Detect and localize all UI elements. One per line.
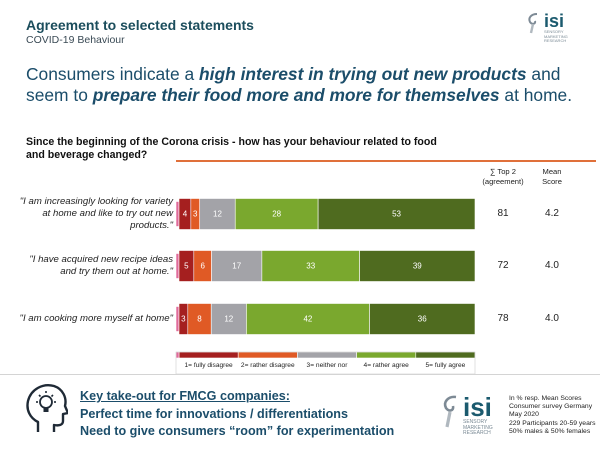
logo-swirl-icon — [528, 13, 538, 34]
headline-part-3: at home. — [499, 85, 573, 105]
top2-column-header: ∑ Top 2 (agreement) — [476, 167, 530, 186]
bar-segment — [261, 250, 360, 282]
mean-column-header: Mean Score — [532, 167, 572, 186]
bar-value-label: 36 — [418, 315, 427, 324]
key-takeaway: Key take-out for FMCG companies: Perfect… — [80, 388, 394, 441]
bar-segment — [246, 303, 370, 335]
legend-swatch — [297, 351, 357, 359]
mean-value: 4.0 — [545, 260, 559, 271]
headline-part-2: and seem to — [26, 64, 561, 105]
footnote-line-5: 50% males & 50% females — [509, 427, 591, 435]
row-label-line: "I am increasingly looking for variety — [19, 196, 173, 207]
logo-swirl-icon — [443, 395, 457, 428]
top2-header-line-1: ∑ Top 2 — [490, 167, 516, 176]
top2-value: 81 — [497, 208, 509, 219]
bar-segment — [317, 198, 476, 230]
bar-value-label: 17 — [232, 262, 241, 271]
row-label-line: "I am cooking more myself at home" — [19, 313, 173, 324]
headline-part-1: Consumers indicate a — [26, 64, 200, 84]
logo-tag-3: RESEARCH — [463, 430, 491, 437]
logo-tag-1: SENSORY — [544, 29, 564, 34]
row-edge-marker — [175, 201, 180, 227]
top2-value: 72 — [497, 260, 509, 271]
legend-swatch — [356, 351, 417, 359]
bar-segment — [359, 250, 476, 282]
idea-head-icon — [26, 384, 68, 432]
top2-header-line-2: (agreement) — [482, 176, 524, 186]
bar-value-label: 42 — [303, 315, 312, 324]
legend-label: 4= rather agree — [363, 362, 409, 369]
bar-value-label: 53 — [392, 210, 401, 219]
bar-value-label: 8 — [197, 315, 202, 324]
legend-edge-marker — [175, 351, 180, 359]
legend-swatch — [415, 351, 476, 359]
row-edge-marker — [175, 253, 180, 279]
isi-logo-bottom: isi SENSORY MARKETING RESEARCH — [440, 394, 493, 437]
logo-brand: isi — [544, 11, 565, 31]
bar-value-label: 4 — [183, 210, 188, 219]
bar-value-label: 5 — [184, 262, 189, 271]
section-divider — [0, 374, 600, 375]
bar-value-label: 6 — [200, 262, 205, 271]
bar-value-label: 3 — [181, 315, 186, 324]
isi-logo-top: isi SENSORY MARKETING RESEARCH — [525, 12, 568, 44]
row-label-line: "I have acquired new recipe ideas — [29, 254, 173, 265]
takeaway-line-2: Need to give consumers “room” for experi… — [80, 424, 395, 438]
legend-label: 3= neither nor — [306, 362, 348, 369]
bar-value-label: 3 — [193, 210, 198, 219]
bar-value-label: 39 — [413, 262, 422, 271]
headline-emphasis-2: prepare their food more and more for the… — [92, 85, 500, 105]
bar-segment — [210, 303, 247, 335]
top2-value: 78 — [497, 313, 509, 324]
legend-swatch — [237, 351, 298, 359]
bar-segment — [369, 303, 476, 335]
footnote-line-1: In % resp. Mean Scores — [509, 395, 582, 402]
page-subtitle: COVID-19 Behaviour — [26, 34, 125, 46]
headline-emphasis-1: high interest in trying out new products — [199, 64, 527, 84]
survey-footnote: In % resp. Mean Scores Consumer survey G… — [509, 395, 596, 436]
bar-segment — [211, 250, 263, 282]
bar-segment — [199, 198, 236, 230]
logo-tag-1: SENSORY — [463, 419, 488, 425]
footnote-line-3: May 2020 — [509, 411, 539, 419]
orange-divider — [176, 160, 596, 162]
mean-value: 4.0 — [545, 313, 559, 324]
logo-tag-2: MARKETING — [463, 424, 493, 431]
bar-value-label: 12 — [213, 210, 222, 219]
bar-value-label: 12 — [224, 315, 233, 324]
row-label-line: and try them out at home." — [60, 266, 173, 277]
row-edge-marker — [175, 306, 180, 332]
legend-label: 2= rather disagree — [240, 362, 295, 369]
legend-swatch — [178, 351, 239, 359]
row-label-line: products." — [130, 220, 173, 231]
takeaway-title: Key take-out for FMCG companies: — [80, 389, 290, 403]
row-label: "I am increasingly looking for variety at… — [10, 196, 173, 232]
logo-tag-2: MARKETING — [544, 33, 568, 39]
row-label-line: at home and like to try out new — [42, 208, 173, 219]
headline: Consumers indicate a high interest in tr… — [26, 64, 586, 106]
bar-value-label: 33 — [306, 262, 315, 271]
footnote-line-4: 229 Participants 20-59 years — [509, 419, 596, 427]
mean-header-line-2: Score — [542, 176, 562, 186]
mean-value: 4.2 — [545, 208, 559, 219]
row-label: "I am cooking more myself at home" — [10, 313, 173, 325]
page-title: Agreement to selected statements — [26, 17, 254, 33]
footnote-line-2: Consumer survey Germany — [509, 403, 593, 411]
logo-brand: isi — [463, 392, 492, 422]
legend-label: 1= fully disagree — [184, 362, 233, 369]
bar-value-label: 28 — [272, 210, 281, 219]
row-label: "I have acquired new recipe ideas and try… — [10, 254, 173, 278]
logo-tag-3: RESEARCH — [544, 38, 567, 44]
mean-header-line-1: Mean — [542, 167, 562, 176]
survey-question: Since the beginning of the Corona crisis… — [26, 136, 437, 161]
takeaway-line-1: Perfect time for innovations / different… — [80, 406, 349, 421]
legend-label: 5= fully agree — [425, 362, 466, 369]
bar-segment — [234, 198, 319, 230]
